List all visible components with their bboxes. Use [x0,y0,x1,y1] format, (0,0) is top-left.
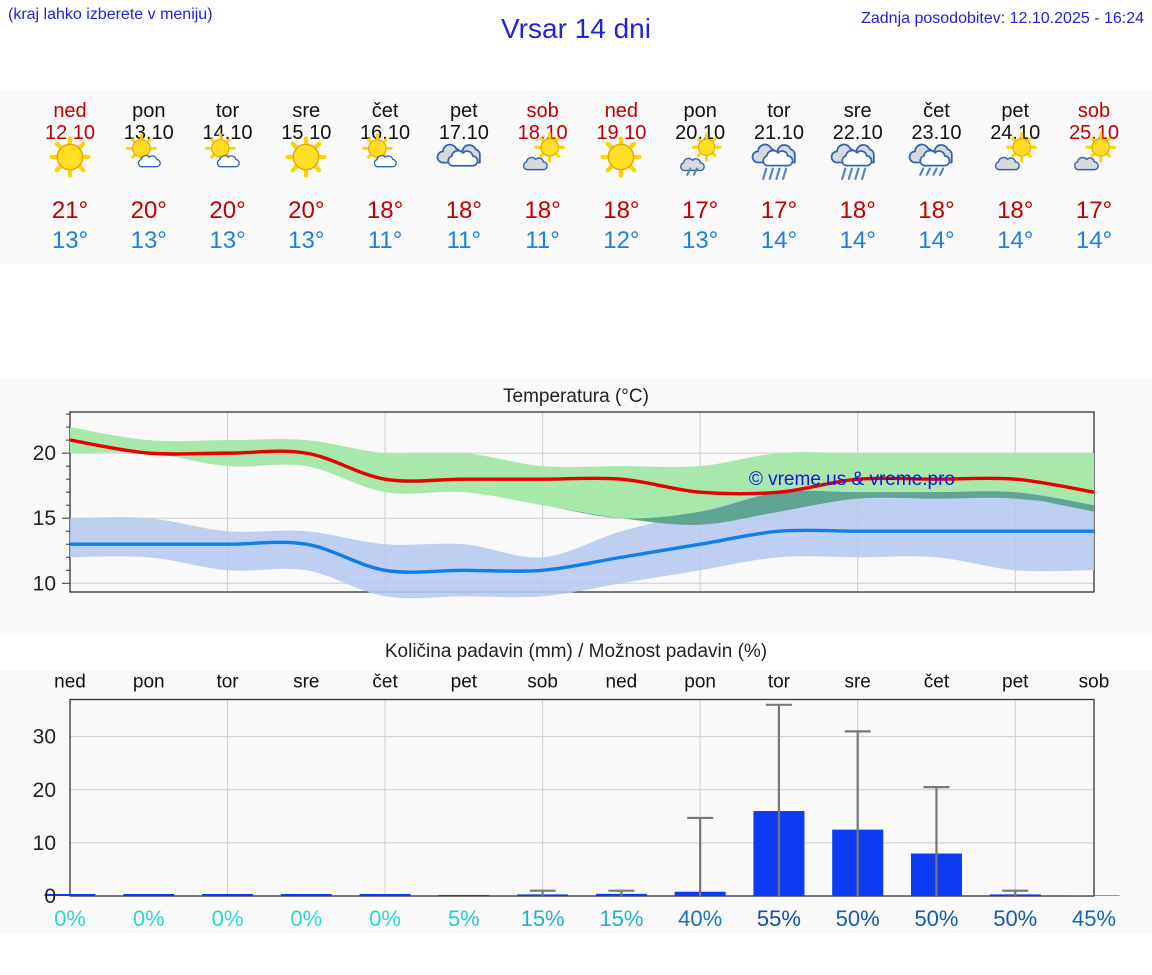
svg-text:50%: 50% [993,906,1037,931]
svg-text:40%: 40% [678,906,722,931]
svg-text:sre: sre [293,672,319,693]
svg-text:50%: 50% [914,906,958,931]
svg-text:pon: pon [133,672,165,693]
svg-text:0%: 0% [54,906,86,931]
svg-text:20: 20 [33,442,56,465]
svg-text:pet: pet [1002,672,1029,693]
svg-text:15: 15 [33,507,56,530]
svg-text:sre: sre [844,672,870,693]
svg-text:tor: tor [768,672,791,693]
svg-text:15%: 15% [599,906,643,931]
svg-text:čet: čet [372,672,398,693]
svg-text:30: 30 [33,726,56,749]
svg-text:sob: sob [1079,672,1110,693]
svg-text:50%: 50% [836,906,880,931]
svg-text:ned: ned [54,672,86,693]
svg-text:10: 10 [33,832,56,855]
svg-text:20: 20 [33,779,56,802]
svg-text:5%: 5% [448,906,480,931]
svg-text:15%: 15% [521,906,565,931]
svg-text:čet: čet [924,672,950,693]
svg-text:10: 10 [33,572,56,595]
svg-text:sob: sob [527,672,558,693]
svg-text:0%: 0% [369,906,401,931]
svg-text:45%: 45% [1072,906,1116,931]
svg-text:55%: 55% [757,906,801,931]
svg-text:0%: 0% [133,906,165,931]
svg-text:tor: tor [216,672,239,693]
svg-text:pet: pet [451,672,478,693]
svg-text:ned: ned [606,672,638,693]
svg-text:0: 0 [44,885,56,908]
svg-text:pon: pon [684,672,716,693]
svg-text:0%: 0% [290,906,322,931]
svg-text:0%: 0% [212,906,244,931]
svg-text:© vreme.us & vreme.pro: © vreme.us & vreme.pro [749,469,955,490]
